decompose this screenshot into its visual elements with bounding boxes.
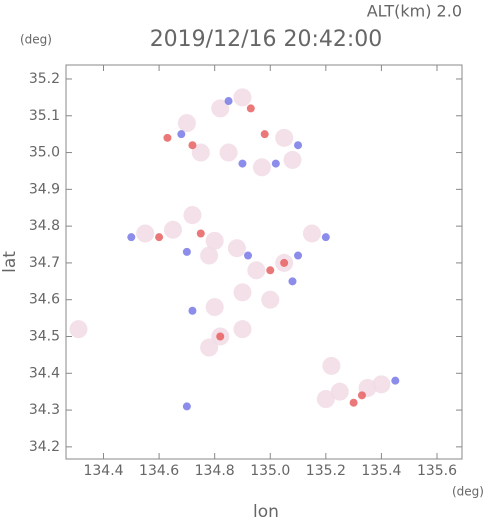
x-tick-label: 134.6 [139, 463, 179, 479]
x-tick-label: 134.4 [83, 463, 123, 479]
echo-point [183, 206, 202, 225]
echo-point [216, 332, 225, 341]
echo-point [224, 97, 233, 106]
echo-point [294, 141, 303, 150]
y-tick-label: 34.4 [29, 365, 60, 381]
plot-area [69, 88, 400, 411]
echo-point [191, 143, 210, 162]
echo-point [391, 376, 400, 385]
echo-point [357, 391, 366, 400]
echo-point [233, 88, 252, 107]
echo-point [205, 231, 224, 250]
x-tick-label: 135.0 [250, 463, 290, 479]
echo-point [275, 128, 294, 147]
echo-point [294, 251, 303, 260]
echo-point [163, 133, 172, 142]
echo-point [321, 233, 330, 242]
y-tick-label: 35.2 [29, 71, 60, 87]
x-axis-label: lon [253, 502, 279, 521]
y-tick-label: 34.5 [29, 328, 60, 344]
echo-point [247, 261, 266, 280]
x-tick-label: 134.8 [195, 463, 235, 479]
echo-point [233, 320, 252, 339]
echo-point [280, 258, 289, 267]
echo-point [177, 130, 186, 139]
y-axis-label: lat [0, 251, 20, 273]
echo-point [372, 375, 391, 394]
subtitle: ALT(km) 2.0 [367, 2, 462, 21]
echo-point [219, 143, 238, 162]
x-tick-label: 135.4 [361, 463, 401, 479]
echo-point [322, 356, 341, 375]
echo-point [330, 382, 349, 401]
echo-point [163, 220, 182, 239]
echo-point [261, 290, 280, 309]
echo-point [246, 104, 255, 113]
echo-point [252, 158, 271, 177]
echo-point [260, 130, 269, 139]
plot-frame [65, 64, 463, 460]
echo-point [271, 159, 280, 168]
y-tick-label: 34.7 [29, 255, 60, 271]
echo-point [211, 99, 230, 118]
echo-point [244, 251, 253, 260]
y-tick-label: 34.6 [29, 292, 60, 308]
echo-point [136, 224, 155, 243]
y-tick-label: 35.0 [29, 145, 60, 161]
echo-point [283, 150, 302, 169]
echo-point [302, 224, 321, 243]
echo-point [288, 277, 297, 286]
y-tick-label: 34.8 [29, 218, 60, 234]
echo-point [127, 233, 136, 242]
echo-point [182, 247, 191, 256]
echo-point [316, 390, 335, 409]
echo-point [238, 159, 247, 168]
y-tick-label: 34.9 [29, 181, 60, 197]
y-tick-label: 34.2 [29, 439, 60, 455]
echo-point [155, 233, 164, 242]
y-tick-label: 35.1 [29, 108, 60, 124]
echo-point [200, 246, 219, 265]
echo-point [188, 306, 197, 315]
echo-point [182, 402, 191, 411]
x-unit: (deg) [452, 485, 484, 499]
echo-point [188, 141, 197, 150]
echo-point [227, 239, 246, 258]
x-tick-label: 135.2 [306, 463, 346, 479]
echo-point [205, 298, 224, 317]
y-unit: (deg) [20, 33, 52, 47]
echo-point [266, 266, 275, 275]
echo-point [200, 338, 219, 357]
echo-point [349, 398, 358, 407]
echo-point [233, 283, 252, 302]
x-tick-label: 135.6 [417, 463, 457, 479]
echo-point [69, 320, 88, 339]
echo-point [196, 229, 205, 238]
chart-title: 2019/12/16 20:42:00 [150, 27, 383, 52]
y-tick-label: 34.3 [29, 402, 60, 418]
echo-point [177, 114, 196, 133]
